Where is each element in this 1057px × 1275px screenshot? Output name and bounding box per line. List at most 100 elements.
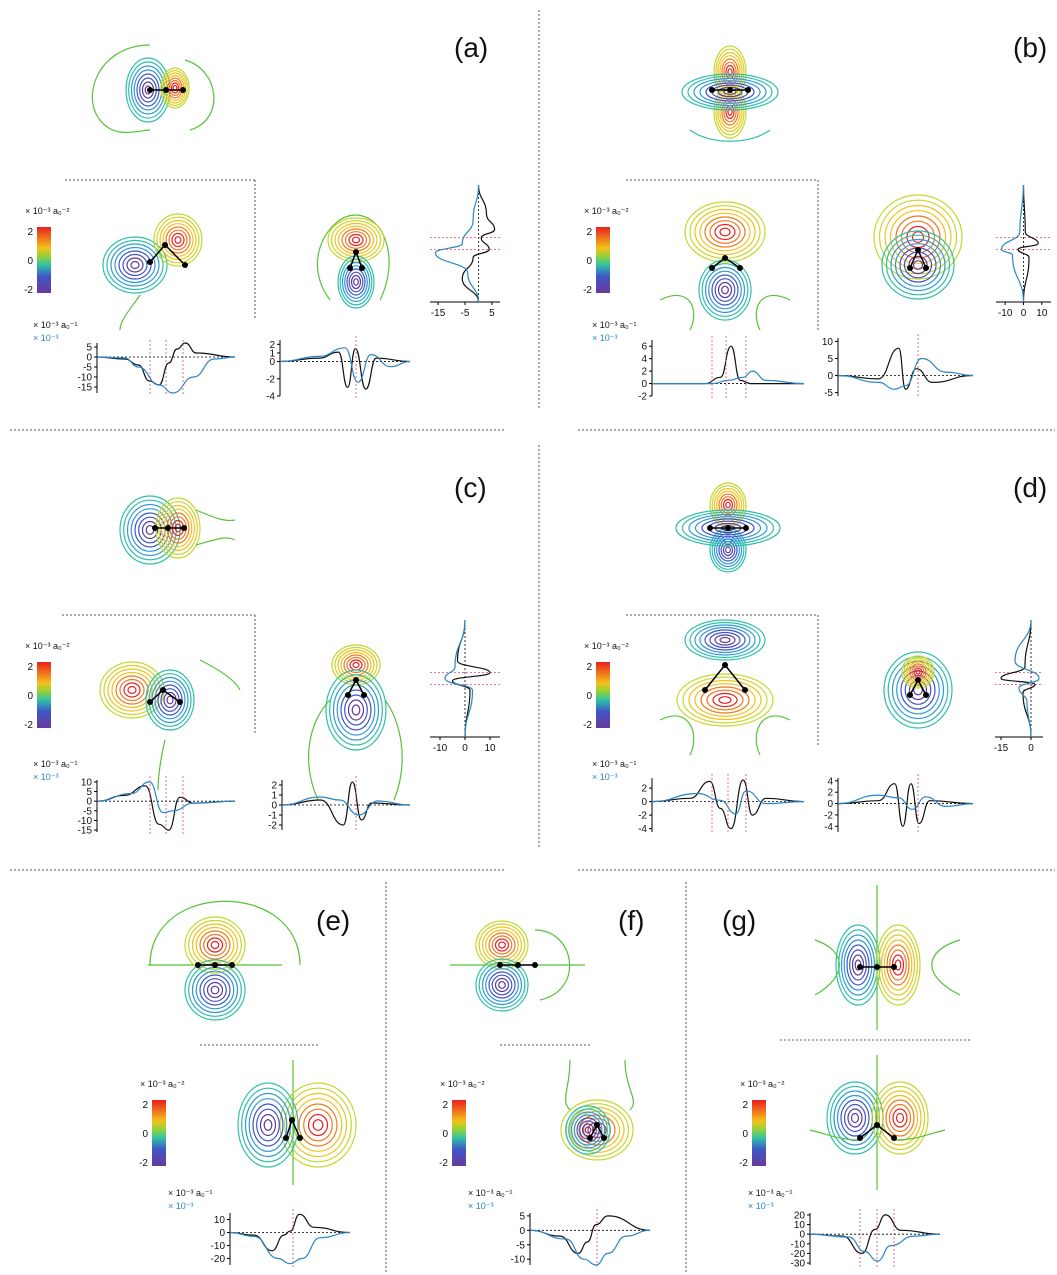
y-tick-label: 20	[794, 1210, 806, 1221]
profile-unit-blue: × 10⁻³	[33, 333, 59, 343]
series-line-blue	[651, 790, 805, 815]
series-line-blue	[444, 619, 474, 738]
series-line-blue	[279, 347, 411, 383]
y-tick-label: 5	[519, 1211, 525, 1222]
colorbar-tick-label: 0	[27, 691, 33, 702]
colorbar: × 10⁻³ a₀⁻² 2 0 -2	[139, 1079, 184, 1169]
series-line-black	[837, 347, 974, 390]
colorbar-tick-label: -2	[583, 285, 592, 296]
colorbar-tick-label: -2	[583, 720, 592, 731]
x-tick-label: -5	[461, 308, 470, 319]
guide-lines	[859, 1209, 895, 1267]
y-tick-label: -4	[266, 392, 275, 403]
contour-map	[560, 1059, 635, 1161]
contour-map	[91, 44, 215, 134]
y-tick-label: 0	[219, 1228, 225, 1239]
contour-map	[102, 213, 203, 331]
y-tick-label: -10	[791, 1239, 806, 1250]
panel-label: (f)	[618, 905, 644, 936]
colorbar-tick-label: 0	[586, 691, 592, 702]
profile-unit-blue: × 10⁻³	[468, 1201, 494, 1211]
series-line-blue	[229, 1231, 351, 1265]
panel-label: (c)	[454, 472, 487, 503]
y-tick-label: 10	[214, 1215, 226, 1226]
series-line-black	[652, 345, 804, 385]
contour-map	[99, 659, 241, 791]
colorbar-tick-label: -2	[439, 1158, 448, 1169]
colorbar-tick-label: 2	[27, 227, 33, 238]
profile-unit-black: × 10⁻³ a₀⁻¹	[748, 1188, 793, 1198]
y-tick-label: 0	[519, 1226, 525, 1237]
panel-label: (e)	[316, 905, 350, 936]
x-tick-label: 5	[489, 308, 495, 319]
series-line-black	[837, 783, 974, 827]
y-tick-label: 4	[641, 354, 647, 365]
series-line-black	[281, 781, 411, 826]
contour-map	[883, 651, 953, 729]
side-profile-plot: -15 0	[994, 619, 1043, 754]
y-tick-label: 10	[822, 337, 834, 348]
series-line-blue	[1000, 184, 1025, 303]
series-line-black	[1017, 184, 1039, 303]
y-tick-label: 6	[641, 342, 647, 353]
y-tick-label: -10	[511, 1255, 526, 1266]
series-line-blue	[652, 370, 805, 385]
series-line-blue	[529, 1229, 651, 1266]
side-profile-plot: -15 -5 5	[430, 184, 500, 319]
y-tick-label: 10	[81, 777, 93, 788]
profile-plot: × 10⁻³ a₀⁻¹ × 10⁻³ 2 0 -2 -4	[592, 759, 805, 835]
y-tick-label: 0	[86, 353, 92, 364]
side-profile-plot: -10 0 10	[996, 184, 1051, 319]
colorbar-tick-label: 0	[742, 1129, 748, 1140]
profile-plot: 10 5 0 -5	[822, 337, 974, 399]
y-tick-label: -20	[791, 1249, 806, 1260]
y-tick-label: 0	[827, 799, 833, 810]
colorbar: × 10⁻³ a₀⁻² 2 0 -2	[439, 1079, 484, 1169]
y-tick-label: -20	[211, 1254, 226, 1265]
contour-map	[809, 1055, 946, 1190]
series-line-blue	[434, 184, 480, 303]
x-tick-label: 10	[1036, 308, 1048, 319]
series-line-blue	[96, 356, 236, 394]
profile-plot: × 10⁻³ a₀⁻¹ × 10⁻³ 10 0 -10 -20	[168, 1188, 351, 1265]
colorbars: × 10⁻³ a₀⁻²20-2× 10⁻³ a₀⁻²20-2× 10⁻³ a₀⁻…	[24, 206, 784, 1169]
colorbar-tick-label: 0	[586, 256, 592, 267]
colorbar-tick-label: 2	[142, 1100, 148, 1111]
panel-label: (d)	[1013, 472, 1047, 503]
profile-unit-black: × 10⁻³ a₀⁻¹	[168, 1188, 213, 1198]
side-profile-plot: -10 0 10	[430, 619, 500, 754]
series-line-blue	[837, 794, 974, 810]
x-tick-label: -10	[433, 743, 448, 754]
y-tick-label: 5	[86, 343, 92, 354]
guide-lines	[149, 340, 184, 396]
x-tick-label: 0	[462, 743, 468, 754]
series-line-black	[529, 1215, 651, 1255]
panel-label: (g)	[722, 905, 756, 936]
colorbar-tick-label: 2	[586, 662, 592, 673]
colorbar-tick-label: 0	[442, 1129, 448, 1140]
y-tick-label: -5	[824, 388, 833, 399]
y-tick-label: -4	[638, 824, 647, 835]
contour-maps	[91, 44, 963, 1190]
guide-lines	[149, 776, 184, 834]
y-tick-label: 5	[827, 354, 833, 365]
y-tick-label: -5	[516, 1240, 525, 1251]
profile-plot: × 10⁻³ a₀⁻¹ × 10⁻³ 5 0 -5 -10	[468, 1188, 651, 1266]
y-tick-label: -4	[824, 822, 833, 833]
y-tick-label: 0	[641, 379, 647, 390]
colorbar-tick-label: 0	[27, 256, 33, 267]
series-line-black	[229, 1213, 351, 1252]
series-line-blue	[1014, 619, 1040, 738]
contour-map	[450, 920, 585, 1012]
panel-separators	[10, 10, 1055, 1272]
colorbar-tick-label: -2	[139, 1158, 148, 1169]
y-tick-label: -5	[83, 806, 92, 817]
x-tick-label: -10	[998, 308, 1013, 319]
y-tick-label: -30	[791, 1259, 806, 1270]
colorbar-tick-label: 2	[742, 1100, 748, 1111]
contour-map	[659, 201, 791, 331]
contour-map	[308, 644, 403, 801]
guide-lines	[711, 336, 747, 398]
x-tick-label: 0	[1021, 308, 1027, 319]
